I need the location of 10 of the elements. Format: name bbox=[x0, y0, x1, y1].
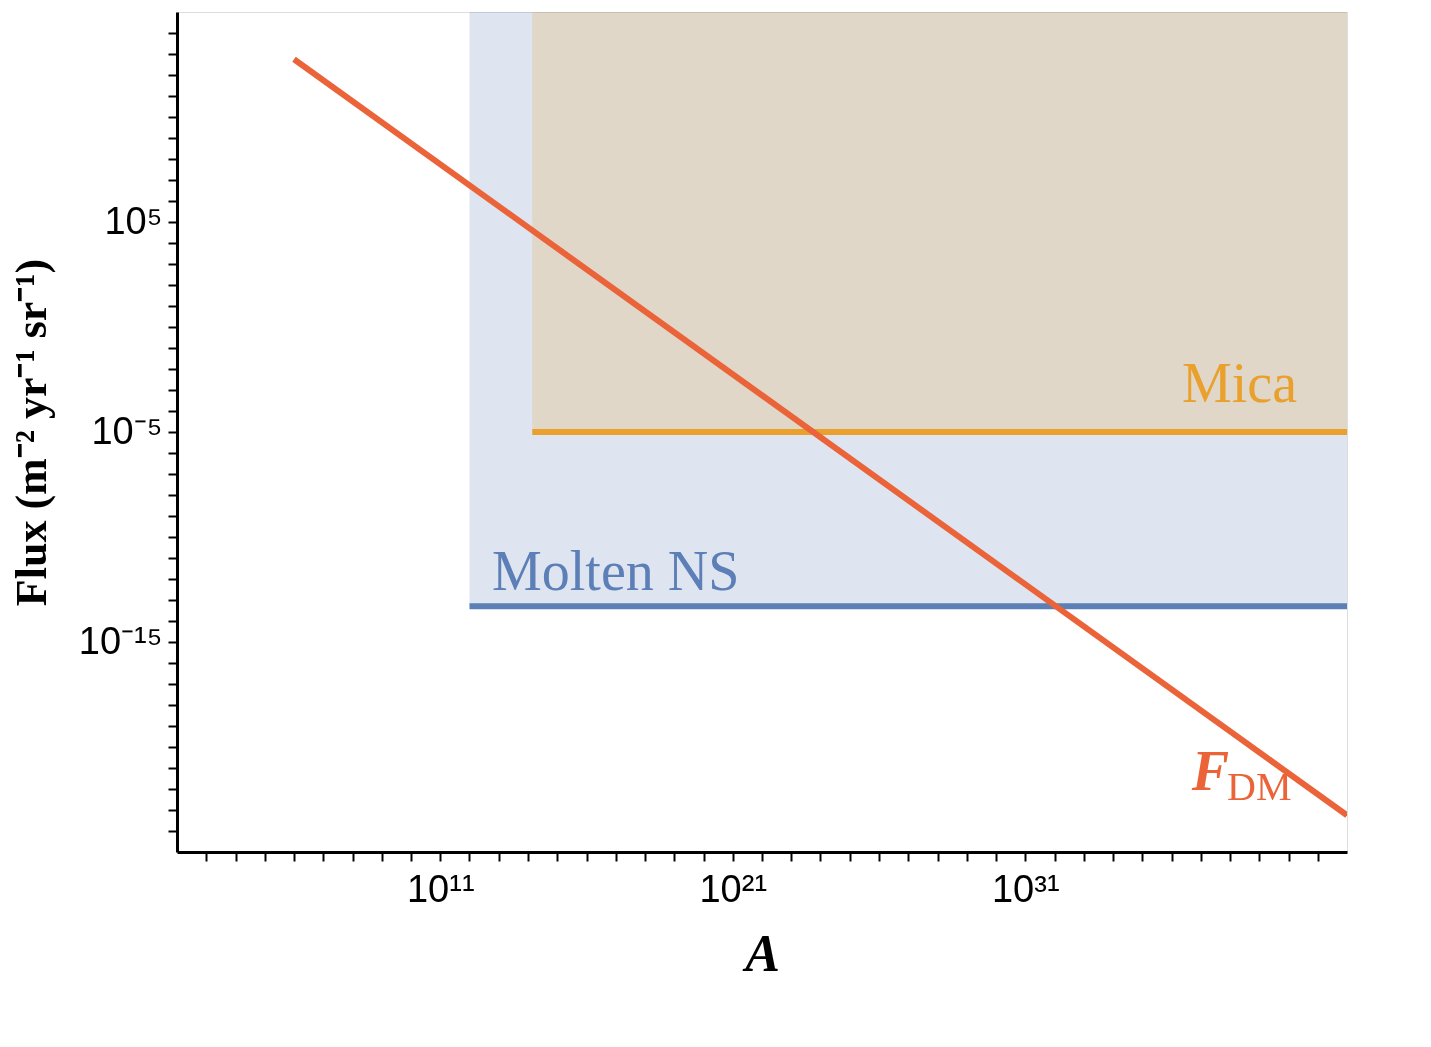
series-label: Molten NS bbox=[492, 540, 740, 602]
y-tick-label: 10⁵ bbox=[104, 199, 163, 242]
y-axis-title: Flux (m⁻² yr⁻¹ sr⁻¹) bbox=[6, 258, 56, 607]
x-tick-label: 10²¹ bbox=[699, 867, 768, 910]
x-tick-label: 10³¹ bbox=[991, 867, 1060, 910]
x-axis-title: A bbox=[742, 924, 780, 982]
series-label: Mica bbox=[1181, 352, 1298, 414]
y-tick-label: 10⁻¹⁵ bbox=[78, 619, 163, 662]
y-tick-label: 10⁻⁵ bbox=[91, 409, 163, 452]
x-tick-label: 10¹¹ bbox=[406, 867, 475, 910]
